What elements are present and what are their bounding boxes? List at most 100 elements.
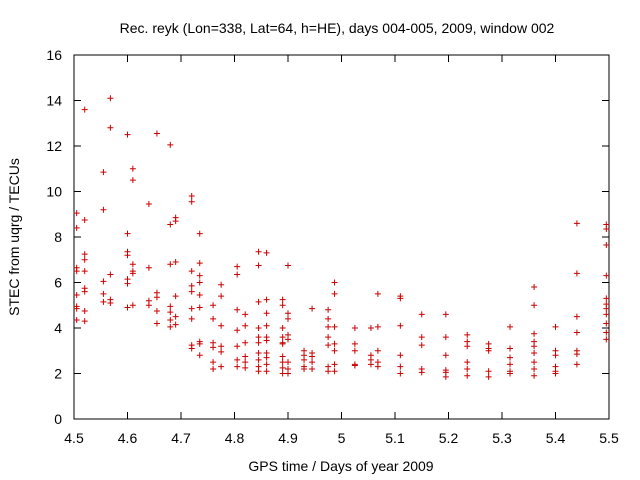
data-point [218, 348, 225, 355]
data-point [397, 352, 404, 359]
data-point [603, 226, 610, 233]
data-point [234, 363, 241, 370]
data-point [331, 361, 338, 368]
data-point [234, 327, 241, 334]
data-point [81, 318, 88, 325]
data-point [107, 299, 114, 306]
data-point [196, 304, 203, 311]
data-point [255, 248, 262, 255]
data-point [279, 302, 286, 309]
data-point [279, 325, 286, 331]
data-point [167, 309, 174, 316]
data-point [397, 363, 404, 370]
data-point [285, 310, 291, 317]
data-point [218, 322, 225, 329]
data-point [167, 261, 174, 268]
data-point [145, 264, 152, 271]
data-point [196, 292, 203, 299]
data-point [188, 345, 195, 352]
data-point [285, 359, 291, 366]
data-point [603, 320, 610, 327]
data-point [153, 320, 160, 327]
data-point [603, 336, 610, 343]
data-point [279, 296, 286, 303]
data-point [263, 337, 270, 344]
data-point [263, 368, 270, 375]
data-point [242, 359, 249, 366]
data-point [107, 95, 114, 102]
data-point [172, 218, 179, 225]
x-tick-label: 4.6 [118, 430, 138, 446]
data-point [351, 340, 358, 347]
data-point [279, 359, 286, 366]
data-point [418, 342, 425, 349]
data-point [188, 268, 195, 275]
data-point [255, 334, 262, 341]
data-point [442, 334, 449, 341]
data-point [507, 323, 514, 330]
data-point [309, 359, 316, 366]
data-point [374, 363, 381, 370]
data-point [210, 365, 217, 372]
data-point [196, 260, 203, 267]
data-point [325, 315, 332, 322]
data-point [263, 354, 270, 361]
y-axis: 0 2 4 6 8 10 12 14 16 [46, 47, 609, 427]
data-point [464, 372, 471, 379]
data-point [129, 261, 136, 268]
data-point [81, 268, 88, 275]
data-point [167, 303, 174, 310]
y-tick-label: 0 [54, 411, 62, 427]
data-point [507, 361, 514, 368]
data-point [464, 331, 471, 338]
data-point [124, 252, 131, 259]
data-point [531, 343, 538, 350]
data-point [100, 298, 107, 305]
data-series [73, 95, 610, 380]
data-point [100, 169, 107, 176]
data-point [234, 271, 241, 278]
data-point [167, 141, 174, 148]
data-point [397, 295, 404, 302]
data-point [464, 343, 471, 350]
data-point [367, 361, 374, 368]
data-point [81, 106, 88, 113]
data-point [129, 302, 136, 309]
x-tick-label: 5.3 [492, 430, 512, 446]
data-point [603, 272, 610, 279]
data-point [255, 350, 262, 357]
data-point [234, 343, 241, 350]
data-point [242, 339, 249, 346]
data-point [81, 251, 88, 258]
data-point [331, 368, 338, 375]
y-tick-label: 12 [46, 138, 62, 154]
data-point [351, 362, 358, 369]
x-tick-label: 5 [338, 430, 346, 446]
data-point [188, 315, 195, 322]
data-point [573, 220, 580, 227]
data-point [464, 359, 471, 366]
y-tick-label: 14 [46, 93, 62, 109]
x-axis: 4.5 4.6 4.7 4.8 4.9 5 5.1 5.2 5.3 5.4 5.5 [64, 55, 619, 446]
y-axis-label: STEC from uqrg / TECUs [6, 158, 22, 316]
x-tick-label: 4.7 [171, 430, 191, 446]
data-point [255, 356, 262, 363]
data-point [531, 365, 538, 372]
x-axis-label: GPS time / Days of year 2009 [248, 458, 433, 474]
data-point [218, 343, 225, 350]
data-point [129, 165, 136, 172]
y-tick-label: 4 [54, 320, 62, 336]
data-point [325, 323, 332, 330]
data-point [309, 365, 316, 372]
data-point [188, 305, 195, 312]
data-point [573, 351, 580, 358]
data-point [73, 210, 80, 217]
data-point [100, 278, 107, 285]
data-point [210, 359, 217, 366]
data-point [331, 279, 338, 286]
data-point [100, 206, 107, 213]
data-point [255, 339, 262, 346]
data-point [107, 124, 114, 131]
data-point [485, 347, 492, 354]
data-point [167, 221, 174, 228]
